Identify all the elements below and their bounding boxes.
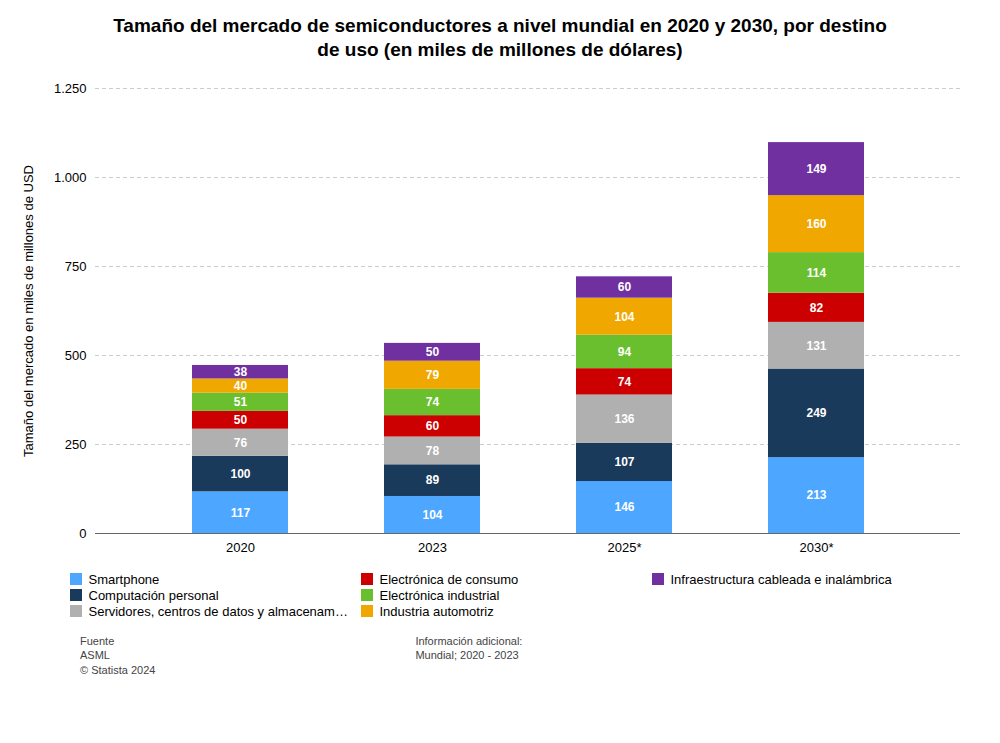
svg-text:50: 50 <box>234 413 248 427</box>
svg-text:1.000: 1.000 <box>54 169 87 184</box>
svg-text:146: 146 <box>614 500 634 514</box>
svg-text:1.250: 1.250 <box>54 80 87 95</box>
html-text:Smartphone: Smartphone <box>88 571 160 587</box>
svg-text:89: 89 <box>426 473 440 487</box>
svg-text:149: 149 <box>806 161 826 175</box>
html-text:Información adicional: Mundial: Información adicional: Mundial; 2020 - 2… <box>415 635 523 662</box>
svg-text:0: 0 <box>79 525 86 540</box>
svg-text:750: 750 <box>65 258 87 273</box>
svg-text:2025*: 2025* <box>608 539 642 554</box>
svg-text:2023: 2023 <box>418 539 447 554</box>
svg-text:2030*: 2030* <box>800 539 834 554</box>
svg-text:104: 104 <box>614 309 634 323</box>
svg-text:94: 94 <box>618 344 632 358</box>
svg-text:2020: 2020 <box>226 539 255 554</box>
svg-text:51: 51 <box>234 395 248 409</box>
svg-text:100: 100 <box>230 466 250 480</box>
html-text:Industria automotriz: Industria automotriz <box>379 603 494 619</box>
svg-text:40: 40 <box>234 378 248 392</box>
svg-text:74: 74 <box>426 395 440 409</box>
svg-text:213: 213 <box>806 488 826 502</box>
html-text:Electrónica de consumo: Electrónica de consumo <box>379 571 519 587</box>
html-text:Tamaño del mercado de semicond: Tamaño del mercado de semiconductores a … <box>113 15 887 60</box>
svg-text:74: 74 <box>618 374 632 388</box>
svg-text:107: 107 <box>614 455 634 469</box>
html-text:Computación personal: Computación personal <box>88 587 219 603</box>
svg-text:500: 500 <box>65 347 87 362</box>
svg-text:82: 82 <box>810 300 824 314</box>
svg-text:131: 131 <box>806 338 826 352</box>
html-text:Electrónica industrial: Electrónica industrial <box>379 587 500 603</box>
html-text:Infraestructura cableada e ina: Infraestructura cableada e inalámbrica <box>670 571 892 587</box>
svg-text:250: 250 <box>65 436 87 451</box>
svg-text:117: 117 <box>231 505 251 519</box>
svg-text:160: 160 <box>806 216 826 230</box>
svg-text:60: 60 <box>426 419 440 433</box>
svg-text:50: 50 <box>426 345 440 359</box>
svg-text:104: 104 <box>422 507 442 521</box>
svg-text:136: 136 <box>614 412 634 426</box>
svg-text:76: 76 <box>234 435 248 449</box>
svg-text:114: 114 <box>807 265 827 279</box>
svg-text:60: 60 <box>618 280 632 294</box>
svg-text:38: 38 <box>234 365 248 379</box>
svg-text:Tamaño del mercado en miles de: Tamaño del mercado en miles de millones … <box>21 165 36 457</box>
svg-text:249: 249 <box>806 406 826 420</box>
svg-text:79: 79 <box>426 368 440 382</box>
svg-text:78: 78 <box>426 443 440 457</box>
html-text:Fuente ASML © Statista 2024: Fuente ASML © Statista 2024 <box>80 635 156 676</box>
